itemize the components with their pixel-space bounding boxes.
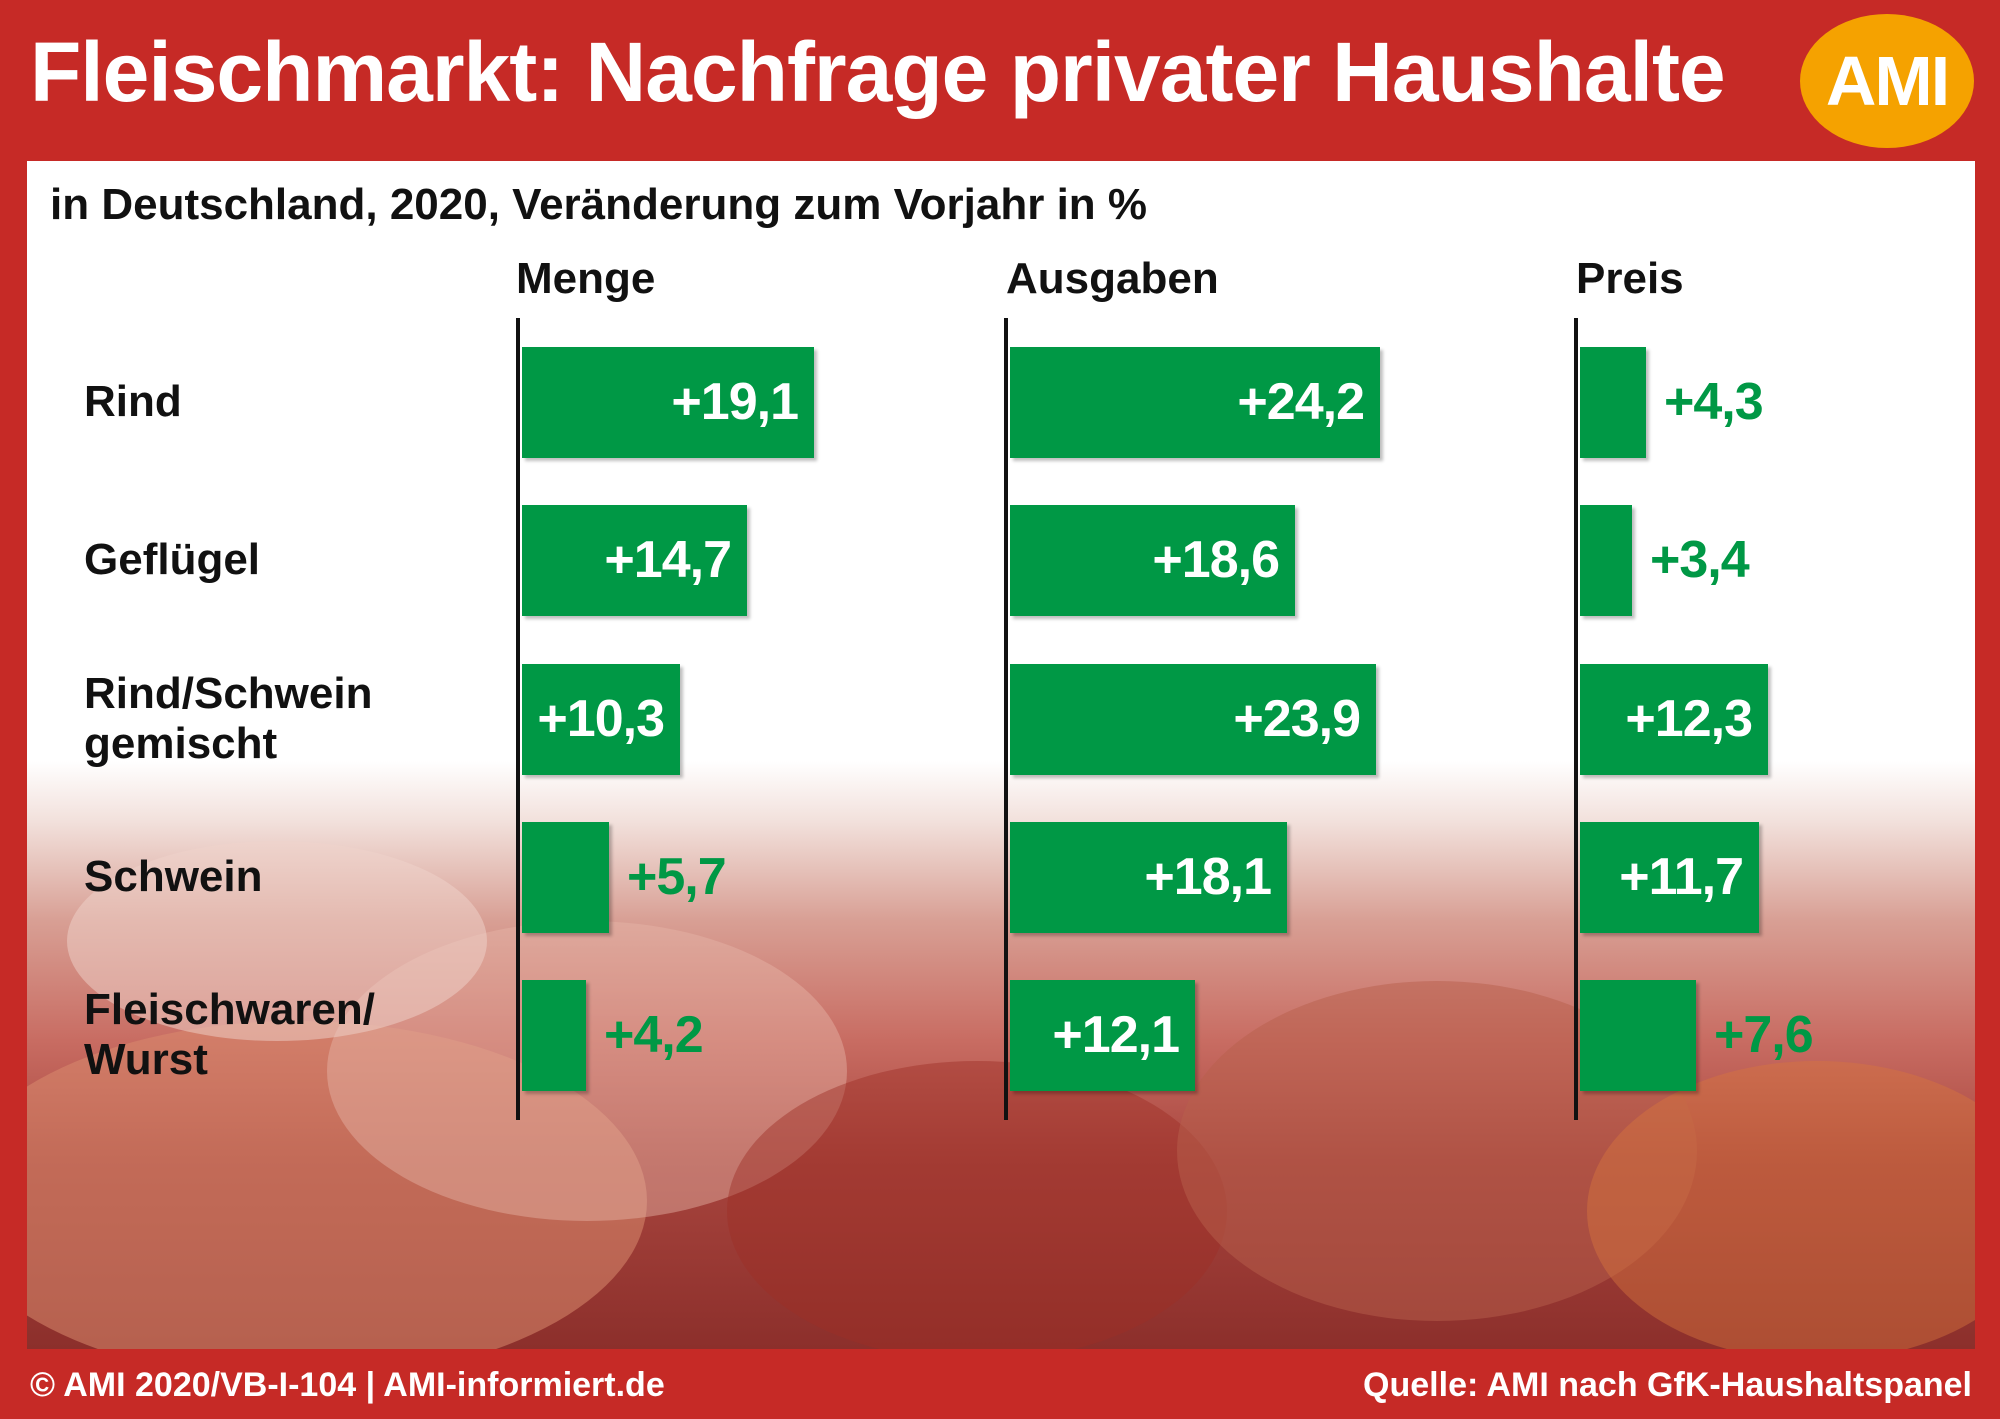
data-label: +23,9 (1233, 689, 1361, 748)
bar-menge (522, 504, 747, 616)
category-label: Schwein (84, 852, 263, 901)
category-label: Rind/Schwein gemischt (84, 669, 373, 768)
bar-preis (1580, 821, 1759, 933)
category-label: Fleischwaren/Wurst (84, 985, 376, 1084)
data-label: +18,6 (1152, 530, 1280, 589)
bar-ausgaben (1010, 504, 1295, 616)
axis-line-ausgaben (1004, 318, 1008, 1120)
page-title: Fleischmarkt: Nachfrage privater Haushal… (30, 25, 1726, 119)
data-label: +3,4 (1650, 530, 1750, 589)
data-label: +19,1 (671, 372, 799, 431)
bar-menge (522, 663, 680, 775)
axis-line-menge (516, 318, 520, 1120)
data-label: +4,2 (604, 1005, 704, 1064)
meat-background-shape (727, 1061, 1227, 1349)
data-label: +7,6 (1714, 1005, 1814, 1064)
data-label: +11,7 (1619, 847, 1744, 906)
meat-background-shape (67, 841, 487, 1041)
data-label: +5,7 (627, 847, 727, 906)
data-label: +24,2 (1237, 372, 1365, 431)
ami-logo-text: AMI (1825, 42, 1950, 120)
footer-copyright: © AMI 2020/VB-I-104 | AMI-informiert.de (30, 1366, 665, 1404)
data-label: +12,3 (1625, 689, 1753, 748)
bar-ausgaben (1010, 821, 1287, 933)
data-label: +10,3 (537, 689, 665, 748)
bar-ausgaben (1010, 346, 1380, 458)
bar-preis (1580, 504, 1632, 616)
category-label: Rind (84, 377, 182, 426)
bar-preis (1580, 663, 1768, 775)
footer-source: Quelle: AMI nach GfK-Haushaltspanel (1363, 1366, 1972, 1404)
data-label: +4,3 (1664, 372, 1764, 431)
column-header-preis: Preis (1576, 254, 1684, 303)
meat-background-shape (1587, 1061, 1975, 1349)
bar-preis (1580, 979, 1696, 1091)
bar-menge (522, 979, 586, 1091)
data-label: +14,7 (604, 530, 732, 589)
data-label: +18,1 (1144, 847, 1272, 906)
category-label: Geflügel (84, 535, 261, 584)
chart-subtitle: in Deutschland, 2020, Veränderung zum Vo… (50, 180, 1148, 229)
data-label: +12,1 (1052, 1005, 1180, 1064)
ami-logo: AMI (1800, 14, 1974, 148)
bar-preis (1580, 346, 1646, 458)
column-header-ausgaben: Ausgaben (1006, 254, 1219, 303)
bar-ausgaben (1010, 663, 1376, 775)
axis-line-preis (1574, 318, 1578, 1120)
bar-menge (522, 346, 814, 458)
column-header-menge: Menge (516, 254, 656, 303)
bar-ausgaben (1010, 979, 1195, 1091)
bar-menge (522, 821, 609, 933)
